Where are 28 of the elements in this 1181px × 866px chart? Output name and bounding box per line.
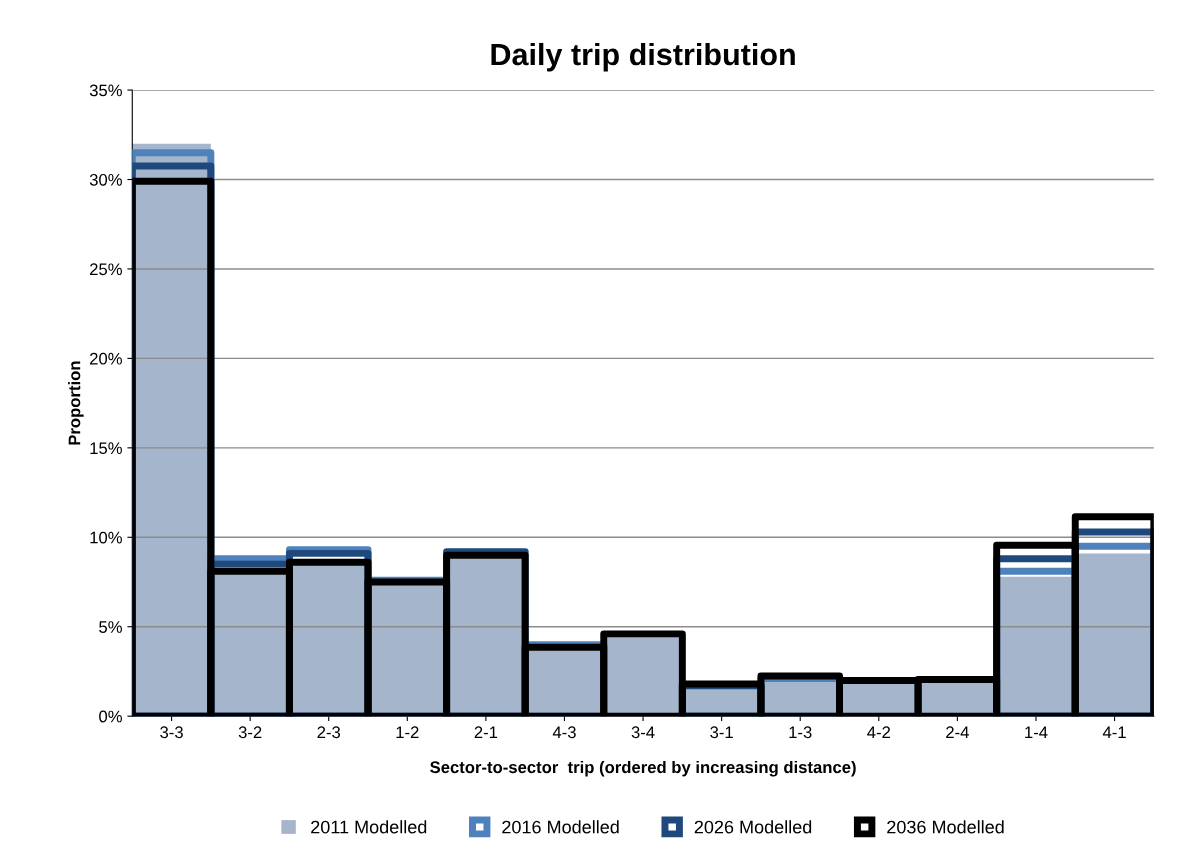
- y-tick-label: 10%: [90, 531, 122, 544]
- x-tick-label: 2-3: [317, 726, 341, 739]
- x-tick-label: 3-2: [238, 726, 262, 739]
- x-tick-label: 2-1: [474, 726, 498, 738]
- legend-label: 2011 Modelled: [311, 820, 427, 834]
- legend-label: 2016 Modelled: [502, 820, 619, 834]
- x-tick-label: 3-1: [710, 726, 733, 739]
- x-tick-label: 4-3: [552, 726, 576, 739]
- y-tick-label: 35%: [89, 84, 122, 97]
- x-axis-title: Sector-to-sector trip (ordered by increasing distance): [430, 760, 856, 777]
- x-tick-label: 4-2: [867, 726, 891, 738]
- y-tick-label: 20%: [90, 352, 122, 365]
- x-tick-label: 1-4: [1025, 726, 1048, 738]
- x-tick-label: 1-2: [396, 726, 419, 738]
- x-tick-label: 3-3: [160, 726, 183, 739]
- x-tick-label: 3-4: [631, 726, 655, 739]
- y-tick-label: 30%: [89, 173, 122, 186]
- y-tick-label: 0%: [99, 710, 122, 723]
- legend-label: 2026 Modelled: [694, 820, 812, 834]
- x-tick-label: 4-1: [1102, 726, 1126, 738]
- x-tick-label: 1-3: [789, 726, 812, 739]
- legend-label: 2036 Modelled: [887, 820, 1004, 834]
- x-tick-label: 2-4: [946, 726, 969, 738]
- y-axis-title: Proportion: [68, 361, 84, 445]
- y-tick-label: 15%: [90, 442, 122, 455]
- y-tick-label: 25%: [90, 263, 122, 276]
- chart-title: Daily trip distribution: [491, 42, 795, 72]
- y-tick-label: 5%: [99, 621, 122, 633]
